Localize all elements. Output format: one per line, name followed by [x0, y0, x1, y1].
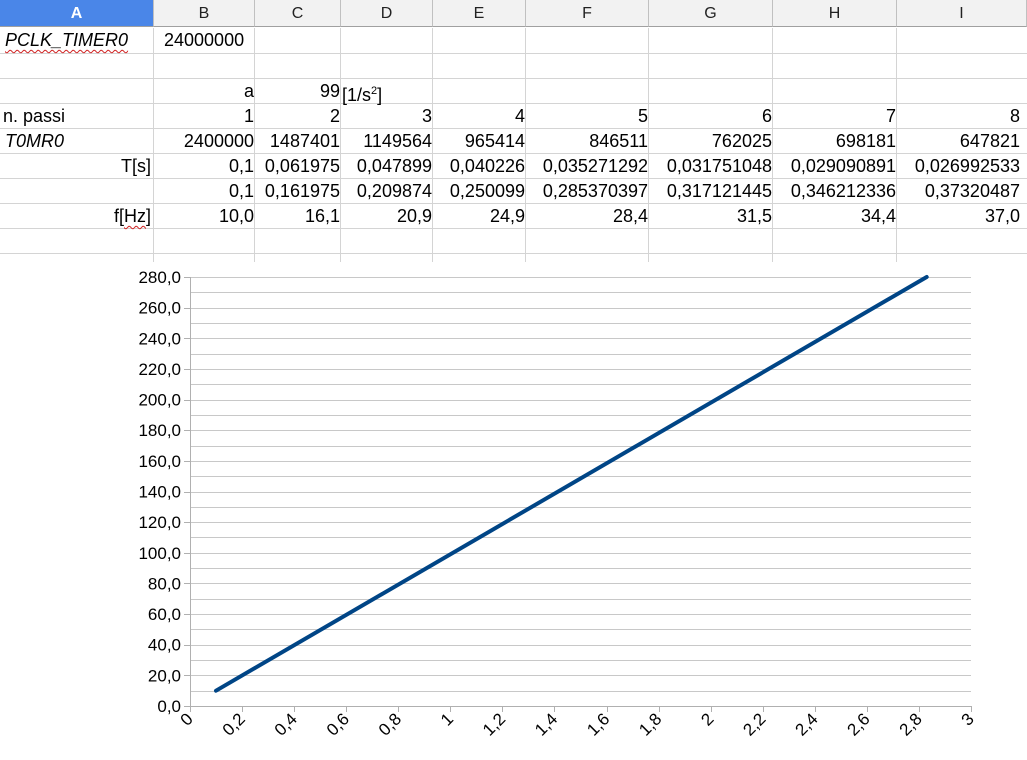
cell-i5[interactable]: 647821 [959, 131, 1020, 151]
column-header-c[interactable]: C [255, 0, 341, 27]
cell-b8[interactable]: 10,0 [218, 206, 254, 226]
cell-a6[interactable]: T[s] [121, 156, 151, 176]
y-tick-label: 120,0 [138, 513, 181, 532]
y-tick-label: 40,0 [148, 636, 181, 655]
cell-e8[interactable]: 24,9 [489, 206, 525, 226]
grid-hline [0, 253, 1027, 254]
cell-e4[interactable]: 4 [514, 106, 525, 126]
grid-hline [0, 53, 1027, 54]
column-header-d[interactable]: D [341, 0, 433, 27]
y-tick-label: 260,0 [138, 299, 181, 318]
grid-hline [0, 203, 1027, 204]
cell-a1-text: PCLK_TIMER0 [5, 30, 129, 50]
chart-y-ticks: 0,0 20,0 40,0 60,0 80,0 100,0 120,0 140,0 160,0 1… [138, 268, 190, 716]
y-tick-label: 200,0 [138, 391, 181, 410]
freq-label-suffix: ] [145, 206, 151, 226]
cell-g7[interactable]: 0,317121445 [666, 181, 772, 201]
cell-i8[interactable]: 37,0 [984, 206, 1020, 226]
cell-e6[interactable]: 0,040226 [449, 156, 525, 176]
cell-a5[interactable]: T0MR0 [5, 131, 65, 151]
cell-e7[interactable]: 0,250099 [449, 181, 525, 201]
y-tick-label: 240,0 [138, 329, 181, 348]
cell-b7[interactable]: 0,1 [228, 181, 254, 201]
cell-d8[interactable]: 20,9 [396, 206, 432, 226]
y-tick-label: 140,0 [138, 483, 181, 502]
cell-i7[interactable]: 0,37320487 [924, 181, 1020, 201]
y-tick-label: 280,0 [138, 268, 181, 287]
cell-c4[interactable]: 2 [329, 106, 340, 126]
cell-c7[interactable]: 0,161975 [264, 181, 340, 201]
cell-h8[interactable]: 34,4 [860, 206, 896, 226]
cell-f4[interactable]: 5 [637, 106, 648, 126]
series-line [214, 275, 929, 693]
column-header-i[interactable]: I [897, 0, 1027, 27]
y-tick-label: 100,0 [138, 544, 181, 563]
grid-hline [0, 153, 1027, 154]
cell-d5[interactable]: 1149564 [363, 131, 432, 151]
column-header-f[interactable]: F [526, 0, 649, 27]
y-tick-label: 160,0 [138, 452, 181, 471]
chart-area [0, 262, 1027, 760]
freq-label-unit: Hz [123, 206, 146, 226]
cell-h4[interactable]: 7 [885, 106, 896, 126]
cell-g5[interactable]: 762025 [711, 131, 772, 151]
cell-d6[interactable]: 0,047899 [356, 156, 432, 176]
cell-i6[interactable]: 0,026992533 [914, 156, 1020, 176]
y-tick-label: 20,0 [148, 666, 181, 685]
cell-a8[interactable]: f[Hz] [0, 204, 154, 229]
y-tick-label: 60,0 [148, 605, 181, 624]
y-tick-label: 0,0 [157, 697, 181, 716]
cell-i4[interactable]: 8 [1009, 106, 1020, 126]
chart-axes [190, 277, 971, 707]
unit-prefix: [1/s [342, 85, 372, 105]
cell-e5[interactable]: 965414 [464, 131, 525, 151]
cell-d4[interactable]: 3 [421, 106, 432, 126]
cell-f8[interactable]: 28,4 [612, 206, 648, 226]
cell-b3[interactable]: a [243, 81, 254, 101]
column-header-g[interactable]: G [649, 0, 773, 27]
grid-hline [0, 103, 1027, 104]
cell-c8[interactable]: 16,1 [304, 206, 340, 226]
grid-hline [0, 178, 1027, 179]
cell-f7[interactable]: 0,285370397 [542, 181, 648, 201]
cell-h7[interactable]: 0,346212336 [790, 181, 896, 201]
cell-d3[interactable]: [1/s2] [341, 79, 433, 105]
grid-hline [0, 228, 1027, 229]
cell-c3[interactable]: 99 [319, 81, 340, 101]
column-header-h[interactable]: H [773, 0, 897, 27]
cell-c6[interactable]: 0,061975 [264, 156, 340, 176]
cell-f5[interactable]: 846511 [589, 131, 648, 151]
column-header-e[interactable]: E [433, 0, 526, 27]
cell-g4[interactable]: 6 [761, 106, 772, 126]
y-tick-label: 220,0 [138, 360, 181, 379]
grid-hline [0, 128, 1027, 129]
cell-c5[interactable]: 1487401 [269, 131, 340, 151]
y-tick-label: 80,0 [148, 574, 181, 593]
cell-b5[interactable]: 2400000 [183, 131, 254, 151]
cell-a4[interactable]: n. passi [3, 106, 66, 126]
unit-superscript: 2 [371, 85, 378, 97]
cell-h5[interactable]: 698181 [835, 131, 896, 151]
freq-label-prefix: f[ [113, 206, 124, 226]
column-header-a[interactable]: A [0, 0, 154, 27]
cell-b6[interactable]: 0,1 [228, 156, 254, 176]
cell-d7[interactable]: 0,209874 [356, 181, 432, 201]
y-tick-label: 180,0 [138, 421, 181, 440]
cell-g8[interactable]: 31,5 [736, 206, 772, 226]
cell-b1[interactable]: 24000000 [164, 30, 245, 50]
cell-f6[interactable]: 0,035271292 [542, 156, 648, 176]
unit-suffix: ] [377, 85, 383, 105]
cell-h6[interactable]: 0,029090891 [790, 156, 896, 176]
cell-b4[interactable]: 1 [243, 106, 254, 126]
cell-g6[interactable]: 0,031751048 [666, 156, 772, 176]
column-header-b[interactable]: B [154, 0, 255, 27]
grid-hline [0, 78, 1027, 79]
chart-series [214, 275, 929, 693]
cell-a1[interactable]: PCLK_TIMER0 [0, 28, 154, 53]
